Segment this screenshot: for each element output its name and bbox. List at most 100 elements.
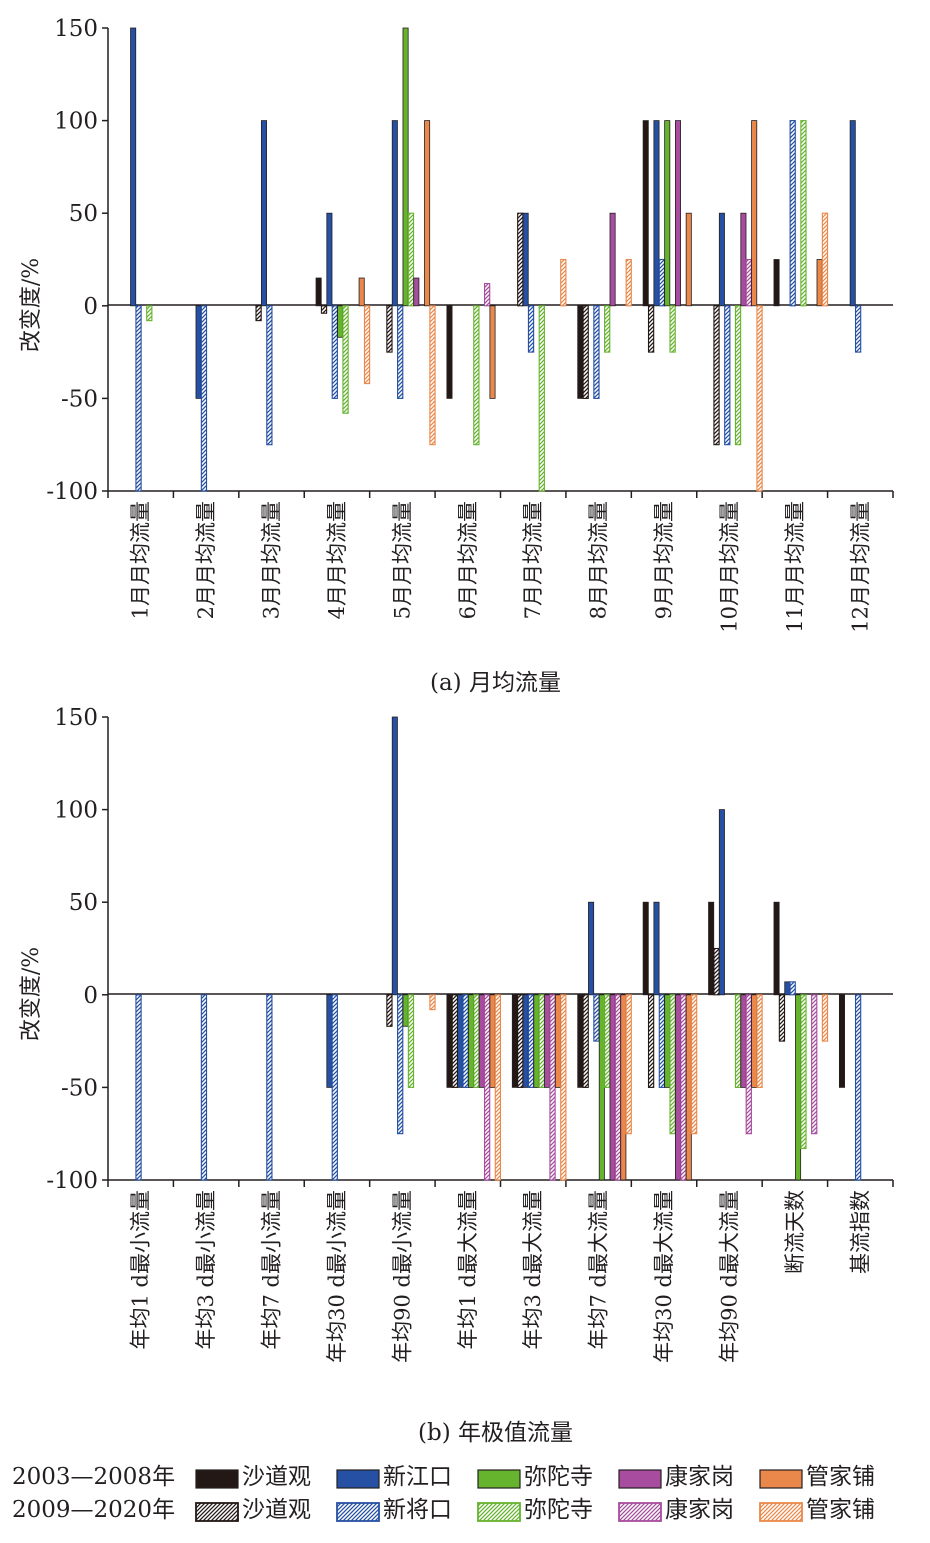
bar: [457, 994, 464, 1088]
bar: [614, 994, 622, 1181]
x-tick-label: 1月月均流量: [129, 501, 153, 619]
bar: [135, 994, 142, 1181]
bar: [795, 994, 802, 1181]
x-tick-label: 年均3 d最大流量: [521, 1190, 545, 1349]
bar: [560, 258, 567, 307]
bar: [740, 994, 747, 1088]
bar: [424, 120, 431, 307]
bar: [588, 901, 595, 996]
y-tick-label: 150: [54, 705, 98, 731]
bar: [620, 994, 627, 1181]
bar: [789, 981, 796, 996]
legend-swatch: [195, 1469, 239, 1489]
legend-swatch: [618, 1469, 662, 1489]
bar: [467, 994, 474, 1088]
legend-label: 弥陀寺: [524, 1464, 593, 1490]
y-tick-label: 150: [54, 16, 98, 42]
x-tick-label: 2月月均流量: [194, 501, 218, 619]
legend-label: 弥陀寺: [524, 1497, 593, 1523]
bar: [724, 305, 731, 446]
bar: [473, 305, 480, 446]
bar: [331, 994, 338, 1181]
legend-label: 沙道观: [242, 1497, 311, 1523]
bar: [337, 305, 344, 338]
bar: [195, 305, 202, 399]
bar: [713, 305, 720, 446]
bar: [598, 994, 605, 1181]
legend-period-1: 2003—2008年: [12, 1464, 175, 1490]
bar: [331, 305, 338, 399]
bar: [647, 994, 655, 1088]
bar: [315, 277, 322, 307]
y-tick-label: 0: [83, 294, 98, 320]
bar: [489, 994, 496, 1088]
bar: [838, 994, 845, 1088]
bar: [478, 994, 485, 1088]
legend-label: 康家岗: [665, 1464, 734, 1490]
bar: [751, 120, 758, 307]
panel-caption: (b) 年极值流量: [418, 1420, 573, 1446]
legend-period-2: 2009—2020年: [12, 1497, 175, 1523]
bar: [473, 994, 480, 1088]
legend-swatch: [759, 1502, 803, 1522]
bar: [386, 305, 393, 353]
bar: [326, 212, 333, 307]
x-tick-label: 年均30 d最大流量: [652, 1190, 676, 1363]
x-tick-label: 年均1 d最大流量: [456, 1190, 480, 1349]
bar: [789, 120, 796, 307]
y-axis-label: 改变度/%: [19, 947, 44, 1041]
legend-swatch: [336, 1502, 380, 1522]
y-tick-label: 100: [54, 109, 98, 135]
bar: [342, 305, 349, 414]
bar: [784, 981, 791, 996]
bar: [517, 994, 524, 1088]
x-tick-label: 5月月均流量: [390, 501, 414, 619]
bar: [821, 994, 829, 1042]
bar: [582, 994, 589, 1088]
bar: [773, 901, 780, 996]
bar: [609, 212, 616, 307]
bar: [685, 212, 692, 307]
bar: [658, 258, 666, 307]
bar: [708, 901, 715, 996]
x-tick-label: 9月月均流量: [652, 501, 676, 619]
y-tick-label: -100: [46, 479, 98, 505]
bar: [740, 212, 747, 307]
bar: [675, 994, 682, 1181]
legend-label: 管家铺: [806, 1497, 875, 1523]
y-tick-label: -100: [46, 1168, 98, 1194]
bars: [135, 716, 862, 1181]
bar: [734, 305, 742, 446]
x-tick-label: 断流天数: [783, 1190, 807, 1274]
bar: [517, 212, 524, 307]
bar: [854, 305, 862, 353]
x-tick-label: 年均7 d最小流量: [260, 1190, 284, 1349]
bar: [609, 994, 616, 1181]
bar: [255, 305, 262, 322]
chart-panel-b: 150 100 50 0 -50 -100 年均1 d最小流量 年均3 d最小流量 年均7 d最…: [19, 705, 894, 1446]
x-tick-label: 年均30 d最小流量: [325, 1190, 349, 1363]
bar: [527, 305, 535, 353]
bar: [745, 258, 752, 307]
bar: [756, 305, 763, 492]
bar: [718, 212, 725, 307]
bar: [554, 994, 561, 1088]
bar: [429, 994, 436, 1011]
bar: [756, 994, 763, 1088]
bar: [773, 259, 780, 307]
y-axis-label: 改变度/%: [19, 258, 44, 352]
bar: [135, 305, 142, 492]
x-tick-label: 4月月均流量: [325, 501, 349, 619]
legend-swatch: [759, 1469, 803, 1489]
bar: [653, 901, 660, 996]
bar: [800, 120, 807, 307]
bar: [538, 994, 545, 1088]
legend-swatch: [477, 1469, 521, 1489]
bar: [800, 994, 807, 1150]
bar: [582, 305, 589, 399]
bar: [669, 994, 676, 1135]
panel-caption: (a) 月均流量: [430, 670, 561, 696]
bar: [391, 716, 398, 996]
bar: [402, 27, 409, 307]
bar: [200, 994, 208, 1181]
